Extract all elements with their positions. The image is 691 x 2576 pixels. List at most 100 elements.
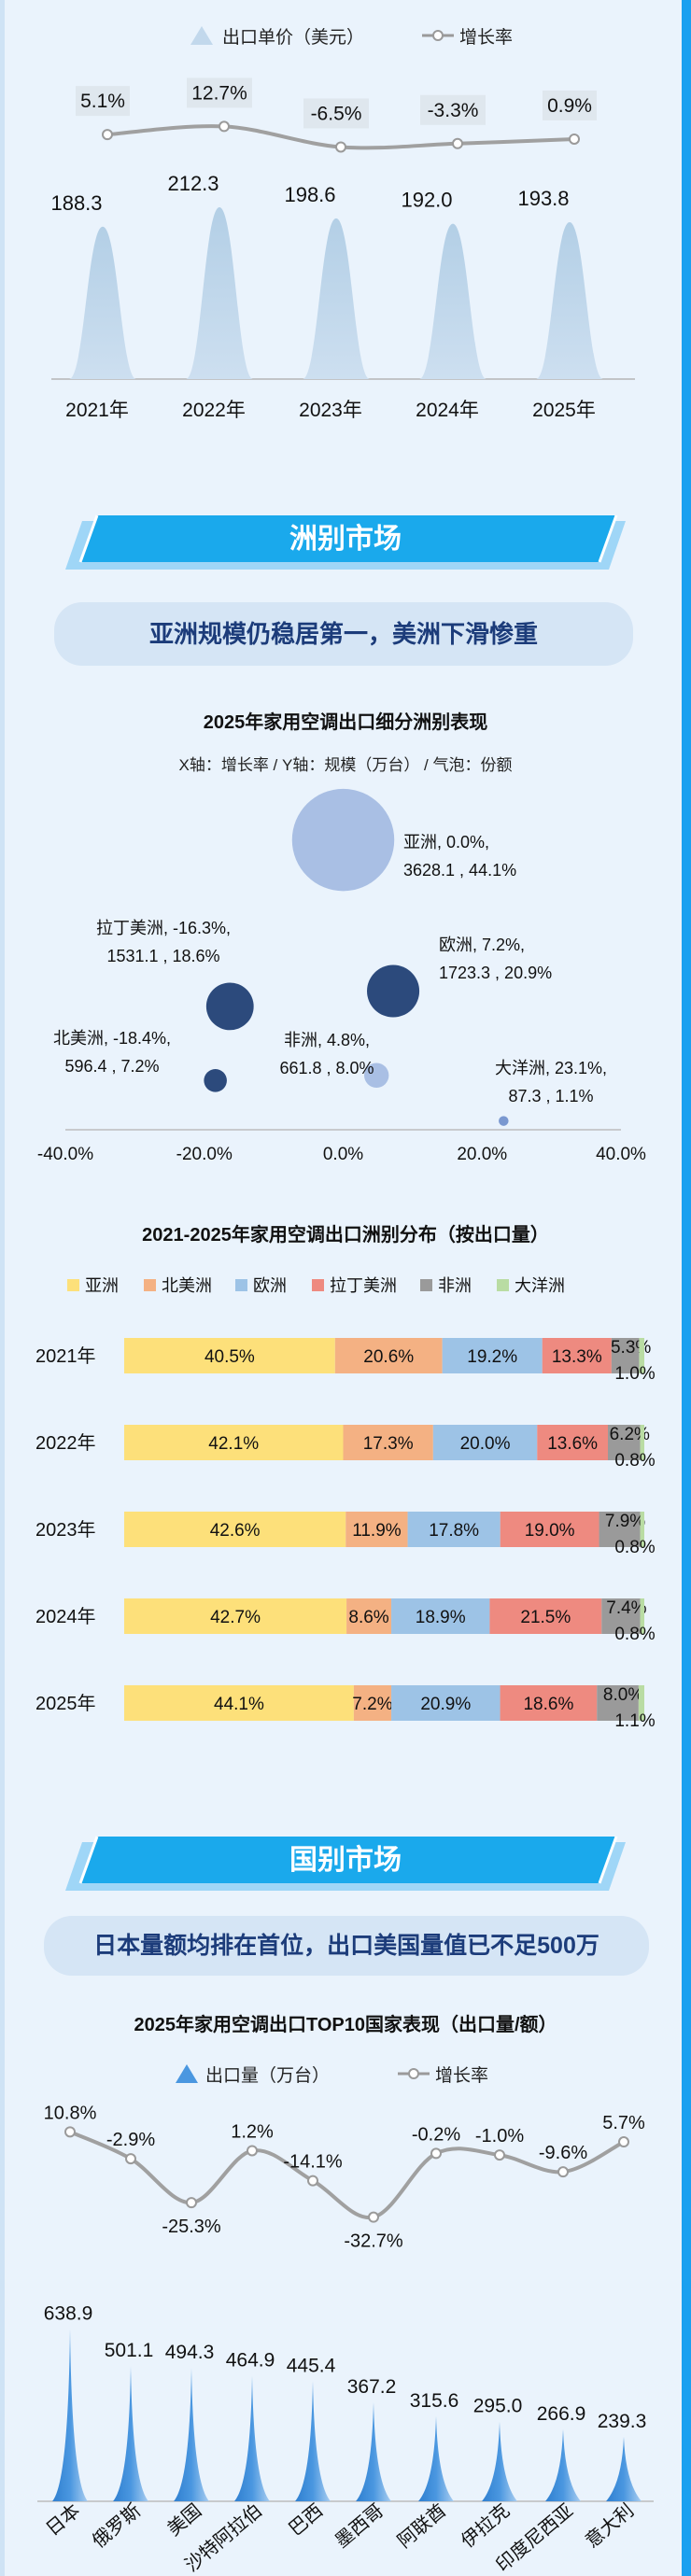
- bubble-label: 北美洲, -18.4%,: [53, 1029, 171, 1048]
- legend-peak-icon: [190, 26, 213, 45]
- x-tick-label: 20.0%: [457, 1145, 507, 1164]
- growth-marker: [430, 2147, 442, 2160]
- growth-marker: [557, 2166, 569, 2178]
- x-tick-label: 40.0%: [596, 1145, 646, 1164]
- legend-bars-label: 出口单价（美元）: [222, 27, 364, 48]
- year-tick-label: 2024年: [416, 400, 479, 421]
- segment-value-label: 13.3%: [552, 1347, 602, 1367]
- stack-segment: [639, 1338, 644, 1373]
- year-label: 2022年: [35, 1432, 96, 1454]
- segment-value-label: 44.1%: [214, 1695, 264, 1714]
- growth-value-label: -0.2%: [412, 2124, 460, 2145]
- bubble-label: 非洲, 4.8%,: [284, 1031, 370, 1049]
- country-tick-label: 俄罗斯: [88, 2499, 145, 2552]
- stack-segment: [601, 1598, 641, 1634]
- legend-swatch: [67, 1279, 79, 1291]
- price-peak: [69, 226, 136, 379]
- bubble-chart-title: 2025年家用空调出口细分洲别表现: [203, 712, 488, 733]
- stack-segment: [346, 1512, 408, 1547]
- segment-value-label: 8.6%: [348, 1608, 388, 1627]
- growth-value-label: 5.7%: [602, 2113, 645, 2133]
- stack-segment: [640, 1598, 644, 1634]
- growth-value-label: -25.3%: [162, 2217, 221, 2237]
- year-tick-label: 2025年: [532, 400, 596, 421]
- stack-segment: [500, 1685, 598, 1721]
- growth-value-label: -9.6%: [539, 2143, 587, 2163]
- volume-spike: [234, 2375, 270, 2501]
- segment-value-label: 42.7%: [210, 1608, 261, 1627]
- legend-line-label: 增长率: [459, 27, 513, 48]
- country-tick-label: 巴西: [285, 2500, 327, 2541]
- segment-value-label: 0.8%: [614, 1538, 655, 1557]
- year-label: 2024年: [35, 1606, 96, 1627]
- segment-value-label: 18.6%: [523, 1695, 573, 1714]
- stack-segment: [608, 1425, 641, 1460]
- country-tick-label: 意大利: [581, 2499, 638, 2552]
- stack-segment: [597, 1685, 639, 1721]
- growth-marker: [219, 120, 230, 133]
- volume-spike: [606, 2436, 642, 2501]
- country-top10-chart: 出口量（万台） 增长率638.9日本501.1俄罗斯494.3美国464.9沙特阿…: [37, 2064, 654, 2576]
- year-tick-label: 2022年: [182, 400, 246, 421]
- growth-marker: [335, 141, 346, 153]
- legend-label: 拉丁美洲: [330, 1276, 397, 1295]
- stack-segment: [343, 1425, 433, 1460]
- x-tick-label: -20.0%: [176, 1145, 233, 1164]
- segment-value-label: 11.9%: [352, 1521, 402, 1541]
- year-label: 2021年: [35, 1345, 96, 1367]
- year-tick-label: 2023年: [299, 400, 362, 421]
- growth-marker: [64, 2126, 76, 2138]
- stacked-chart-title: 2021-2025年家用空调出口洲别分布（按出口量）: [142, 1225, 549, 1246]
- growth-marker: [307, 2175, 318, 2187]
- stack-segment: [542, 1338, 612, 1373]
- price-value-label: 193.8: [517, 187, 569, 210]
- volume-value-label: 239.3: [598, 2411, 647, 2432]
- bubble-label: 661.8 , 8.0%: [279, 1059, 374, 1077]
- bubble-label: 大洋洲, 23.1%,: [495, 1059, 607, 1077]
- stack-segment: [391, 1685, 501, 1721]
- banner-shape: [65, 1836, 626, 1891]
- stack-segment: [353, 1685, 392, 1721]
- continent-section-title: 洲别市场: [289, 524, 402, 555]
- stack-segment: [124, 1425, 344, 1460]
- stack-segment: [124, 1338, 335, 1373]
- stack-segment: [500, 1512, 599, 1547]
- growth-label-bg: [76, 86, 130, 117]
- year-tick-label: 2021年: [65, 400, 129, 421]
- segment-value-label: 42.1%: [208, 1434, 259, 1454]
- growth-value-label: -2.9%: [106, 2130, 155, 2150]
- price-peak: [186, 207, 253, 379]
- stack-segment: [346, 1598, 392, 1634]
- year-label: 2025年: [35, 1693, 96, 1714]
- growth-marker: [569, 133, 580, 145]
- price-peak: [303, 218, 370, 379]
- continent-subtitle: 亚洲规模仍稳居第一，美洲下滑惨重: [54, 602, 633, 666]
- bubble: [499, 1116, 509, 1126]
- volume-value-label: 315.6: [410, 2390, 459, 2412]
- volume-value-label: 464.9: [226, 2350, 275, 2372]
- segment-value-label: 7.2%: [352, 1695, 392, 1714]
- volume-spike: [418, 2415, 454, 2501]
- bubble-label: 拉丁美洲, -16.3%,: [96, 919, 231, 937]
- growth-marker: [125, 2153, 136, 2165]
- bubble-label: 87.3 , 1.1%: [508, 1087, 593, 1105]
- growth-value-label: 0.9%: [547, 95, 592, 117]
- stack-segment: [124, 1598, 347, 1634]
- stack-segment: [611, 1338, 640, 1373]
- growth-value-label: -14.1%: [283, 2152, 343, 2173]
- segment-value-label: 18.9%: [416, 1608, 466, 1627]
- volume-spike: [174, 2368, 209, 2501]
- bubble-label: 亚洲, 0.0%,: [403, 833, 489, 852]
- legend-line-label: 增长率: [435, 2065, 488, 2086]
- segment-value-label: 1.1%: [614, 1711, 655, 1731]
- bubble: [204, 1069, 227, 1092]
- segment-value-label: 0.8%: [614, 1625, 655, 1644]
- continent-stacked-chart: 亚洲 北美洲 欧洲 拉丁美洲 非洲 大洋洲 2021年 40.5% 20.6% 19.2% 13.3…: [35, 1276, 656, 1731]
- segment-value-label: 6.2%: [610, 1425, 650, 1444]
- bubble: [364, 1063, 389, 1088]
- legend-line-marker: [432, 30, 444, 41]
- legend-label: 北美洲: [162, 1276, 212, 1295]
- segment-value-label: 1.0%: [614, 1364, 655, 1384]
- growth-value-label: -6.5%: [311, 103, 362, 124]
- legend-swatch: [144, 1279, 156, 1291]
